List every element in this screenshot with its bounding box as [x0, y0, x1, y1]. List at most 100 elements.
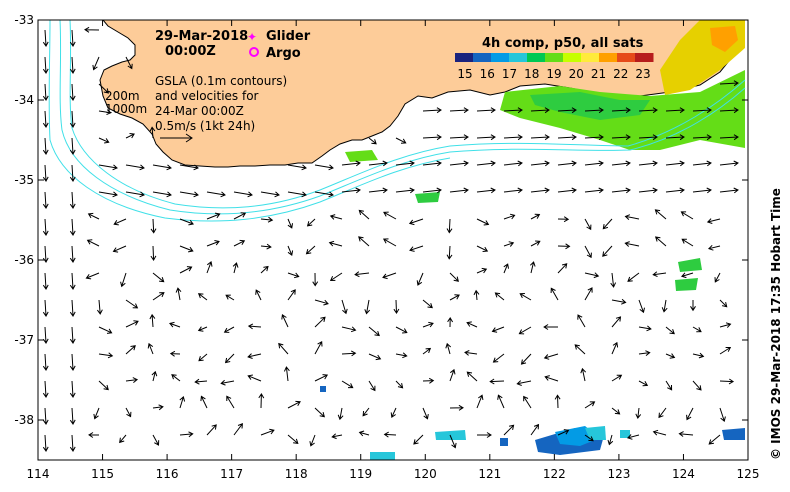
velocity-arrow — [354, 271, 370, 278]
velocity-arrow — [530, 423, 540, 436]
colorbar-swatch — [581, 53, 600, 62]
velocity-arrow — [169, 321, 181, 328]
velocity-arrow — [638, 380, 649, 387]
velocity-arrow — [125, 377, 139, 383]
velocity-arrow — [220, 379, 235, 386]
velocity-arrow — [543, 353, 559, 360]
velocity-arrow — [449, 160, 469, 167]
velocity-arrow — [719, 134, 739, 141]
velocity-arrow — [341, 350, 357, 357]
velocity-arrow — [149, 126, 156, 139]
velocity-arrow — [287, 434, 299, 445]
y-tick-label: -37 — [14, 333, 34, 347]
velocity-arrow — [476, 160, 496, 167]
velocity-arrow — [125, 164, 145, 171]
velocity-arrow — [692, 187, 712, 194]
velocity-arrow — [258, 393, 265, 409]
velocity-arrow — [69, 56, 76, 74]
velocity-arrow — [69, 110, 76, 128]
velocity-arrow — [714, 272, 721, 283]
velocity-arrow — [665, 326, 675, 335]
velocity-arrow — [707, 244, 721, 251]
velocity-arrow — [341, 380, 354, 389]
velocity-arrow — [206, 212, 221, 220]
x-tick-label: 116 — [156, 467, 179, 481]
velocity-arrow — [98, 380, 109, 391]
velocity-arrow — [69, 380, 76, 398]
colorbar-tick-label: 17 — [502, 67, 517, 81]
velocity-arrow — [287, 218, 293, 229]
velocity-arrow — [686, 407, 694, 421]
velocity-arrow — [719, 407, 726, 422]
velocity-arrow — [200, 395, 208, 409]
velocity-arrow — [393, 299, 400, 315]
velocity-arrow — [692, 107, 712, 114]
velocity-arrow — [543, 324, 558, 330]
velocity-arrow — [530, 160, 550, 167]
velocity-arrow — [449, 294, 460, 301]
velocity-arrow — [329, 272, 343, 282]
velocity-arrow — [584, 187, 604, 194]
colorbar-swatch — [473, 53, 492, 62]
velocity-arrow — [42, 353, 49, 371]
velocity-arrow — [557, 160, 577, 167]
velocity-arrow — [179, 218, 194, 226]
plot-frame — [37, 19, 749, 461]
velocity-arrow — [557, 216, 570, 223]
velocity-arrow — [584, 434, 594, 442]
velocity-arrow — [179, 266, 193, 274]
velocity-arrow — [516, 380, 532, 386]
velocity-arrow — [69, 164, 76, 182]
velocity-arrow — [466, 321, 478, 328]
velocity-arrow — [358, 430, 370, 437]
scale-arrow — [160, 133, 193, 143]
velocity-arrow — [42, 83, 49, 101]
velocity-arrow — [678, 431, 694, 437]
velocity-arrow — [557, 134, 577, 141]
velocity-arrow — [329, 214, 343, 220]
velocity-arrow — [287, 191, 307, 198]
velocity-arrow — [395, 137, 407, 144]
velocity-arrow — [98, 109, 112, 116]
colorbar-tick-label: 19 — [546, 67, 561, 81]
velocity-arrow — [125, 407, 132, 418]
colorbar-swatch — [491, 53, 510, 62]
velocity-arrow — [247, 323, 262, 330]
velocity-arrow — [584, 134, 604, 141]
velocity-arrow — [574, 344, 586, 355]
map-time: 00:00Z — [165, 44, 216, 59]
velocity-arrow — [69, 29, 76, 47]
velocity-arrow — [638, 107, 658, 114]
velocity-arrow — [42, 434, 49, 452]
velocity-arrow — [368, 353, 382, 361]
x-tick-label: 120 — [414, 467, 437, 481]
velocity-arrow — [287, 164, 307, 171]
colorbar-title: 4h comp, p50, all sats — [482, 36, 644, 51]
velocity-arrow — [84, 26, 100, 33]
velocity-arrow — [607, 434, 614, 446]
depth-label-1000: 1000m — [105, 102, 147, 116]
velocity-arrow — [635, 407, 642, 420]
y-tick-label: -34 — [14, 93, 34, 107]
velocity-arrow — [69, 137, 76, 155]
velocity-arrow — [314, 164, 334, 171]
x-tick-label: 118 — [285, 467, 308, 481]
colorbar-swatch — [509, 53, 528, 62]
sst-colorbar: 4h comp, p50, all sats 15 16 17 18 19 20 21 22 2… — [455, 36, 654, 81]
velocity-arrow — [692, 380, 702, 391]
velocity-arrow — [152, 434, 160, 446]
velocity-arrow — [550, 287, 559, 301]
velocity-arrow — [179, 164, 199, 171]
velocity-arrow — [382, 272, 397, 280]
velocity-arrow — [98, 83, 110, 94]
velocity-arrow — [584, 107, 604, 114]
velocity-arrow — [42, 218, 49, 236]
velocity-arrow — [492, 353, 505, 363]
velocity-arrow — [447, 316, 454, 328]
velocity-arrow — [602, 218, 613, 230]
velocity-arrow — [98, 164, 118, 171]
info-line-2: and velocities for — [155, 89, 259, 103]
velocity-arrow — [665, 107, 685, 114]
velocity-arrow — [175, 287, 182, 301]
velocity-arrow — [92, 56, 100, 71]
